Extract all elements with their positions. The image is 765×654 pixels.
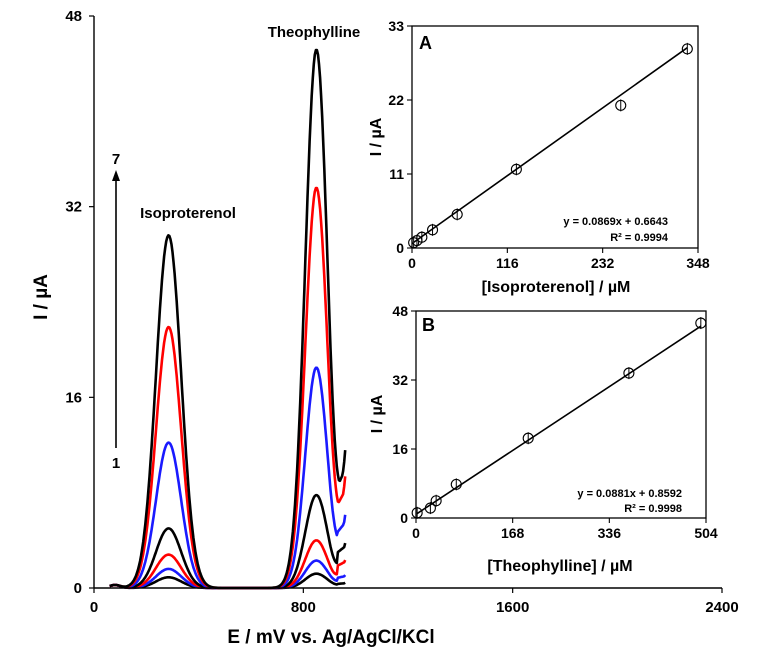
- inset-a-data-point: [510, 163, 522, 175]
- inset-a-data-point: [408, 237, 420, 249]
- main-x-axis-title: E / mV vs. Ag/AgCl/KCl: [227, 627, 434, 648]
- inset-b-y-tick-label: 48: [392, 303, 408, 319]
- inset-b-y-tick-label: 32: [392, 372, 408, 388]
- inset-a-r2: R² = 0.9994: [610, 232, 669, 244]
- inset-b-equation: y = 0.0881x + 0.8592: [577, 488, 682, 500]
- inset-b-data-point: [424, 502, 436, 514]
- inset-a-y-tick-label: 11: [389, 166, 404, 182]
- inset-a-y-tick-label: 22: [388, 92, 404, 108]
- inset-a-data-point: [615, 99, 627, 111]
- main-x-tick-label: 1600: [496, 599, 529, 616]
- inset-b-background: [416, 311, 706, 518]
- inset-a-x-tick-label: 348: [686, 255, 710, 271]
- inset-b-x-tick-label: 336: [598, 525, 622, 541]
- main-frame: [93, 16, 722, 589]
- theophylline-label: Theophylline: [268, 24, 361, 41]
- inset-b-frame: [415, 310, 707, 519]
- inset-a-content: 0 116 232 348 0 11 22 33: [388, 18, 709, 271]
- inset-a-x-tick-label: 0: [408, 255, 416, 271]
- inset-b-y-axis-title: I / µA: [369, 394, 386, 433]
- inset-b-x-tick-label: 168: [501, 525, 525, 541]
- inset-a: 0 116 232 348 0 11 22 33 A y = 0.0869x + 0.6643…: [368, 18, 710, 296]
- inset-b: 0 168 336 504 0 16 32 48 B y = 0.0881x + 0.8592…: [369, 303, 718, 575]
- inset-a-data-point: [426, 224, 439, 236]
- inset-b-fit-line: [416, 325, 702, 515]
- inset-a-x-tick-label: 232: [591, 255, 615, 271]
- inset-b-x-axis-title: [Theophylline] / µM: [487, 558, 632, 575]
- inset-a-data-point: [451, 208, 463, 220]
- inset-a-x-tick-label: 116: [496, 255, 519, 271]
- arrow-head: [112, 170, 120, 181]
- main-y-axis-title: I / µA: [31, 274, 52, 320]
- inset-a-x-axis-title: [Isoproterenol] / µM: [482, 279, 631, 296]
- inset-b-x-tick-label: 0: [412, 525, 420, 541]
- inset-b-y-tick-label: 16: [392, 441, 408, 457]
- inset-a-panel-label: A: [419, 33, 432, 53]
- inset-a-background: [412, 26, 698, 248]
- inset-a-y-tick-label: 33: [388, 18, 404, 34]
- inset-b-data-point: [430, 495, 442, 507]
- arrow-bottom-label: 1: [112, 455, 120, 472]
- main-curves: [109, 48, 347, 590]
- inset-a-y-axis-title: I / µA: [368, 117, 385, 156]
- inset-a-data-point: [416, 231, 428, 243]
- arrow-top-label: 7: [112, 151, 120, 168]
- inset-b-data-point: [450, 478, 462, 490]
- isoproterenol-label: Isoproterenol: [140, 205, 236, 222]
- inset-b-panel-label: B: [422, 315, 435, 335]
- concentration-arrow: 7 1: [112, 151, 120, 472]
- main-y-tick-label: 0: [74, 580, 82, 597]
- inset-b-r2: R² = 0.9998: [624, 503, 682, 515]
- main-x-tick-label: 0: [90, 599, 98, 616]
- inset-b-x-tick-label: 504: [694, 525, 718, 541]
- inset-b-data-point: [695, 317, 707, 329]
- inset-a-y-tick-label: 0: [396, 240, 404, 256]
- inset-b-data-point: [411, 507, 423, 519]
- main-y-tick-label: 48: [65, 8, 82, 25]
- inset-a-equation: y = 0.0869x + 0.6643: [563, 216, 668, 228]
- inset-a-data-point: [681, 43, 693, 55]
- inset-b-y-tick-label: 0: [400, 510, 408, 526]
- voltammogram-curve-5: [109, 366, 347, 590]
- inset-b-data-point: [522, 432, 534, 444]
- inset-b-data-point: [623, 367, 635, 379]
- main-y-tick-label: 32: [65, 199, 82, 216]
- main-x-tick-label: 800: [291, 599, 316, 616]
- main-y-tick-label: 16: [65, 389, 82, 406]
- inset-b-content: 0 168 336 504 0 16 32 48: [392, 303, 717, 541]
- main-x-tick-label: 2400: [705, 599, 738, 616]
- inset-a-frame: [411, 25, 699, 249]
